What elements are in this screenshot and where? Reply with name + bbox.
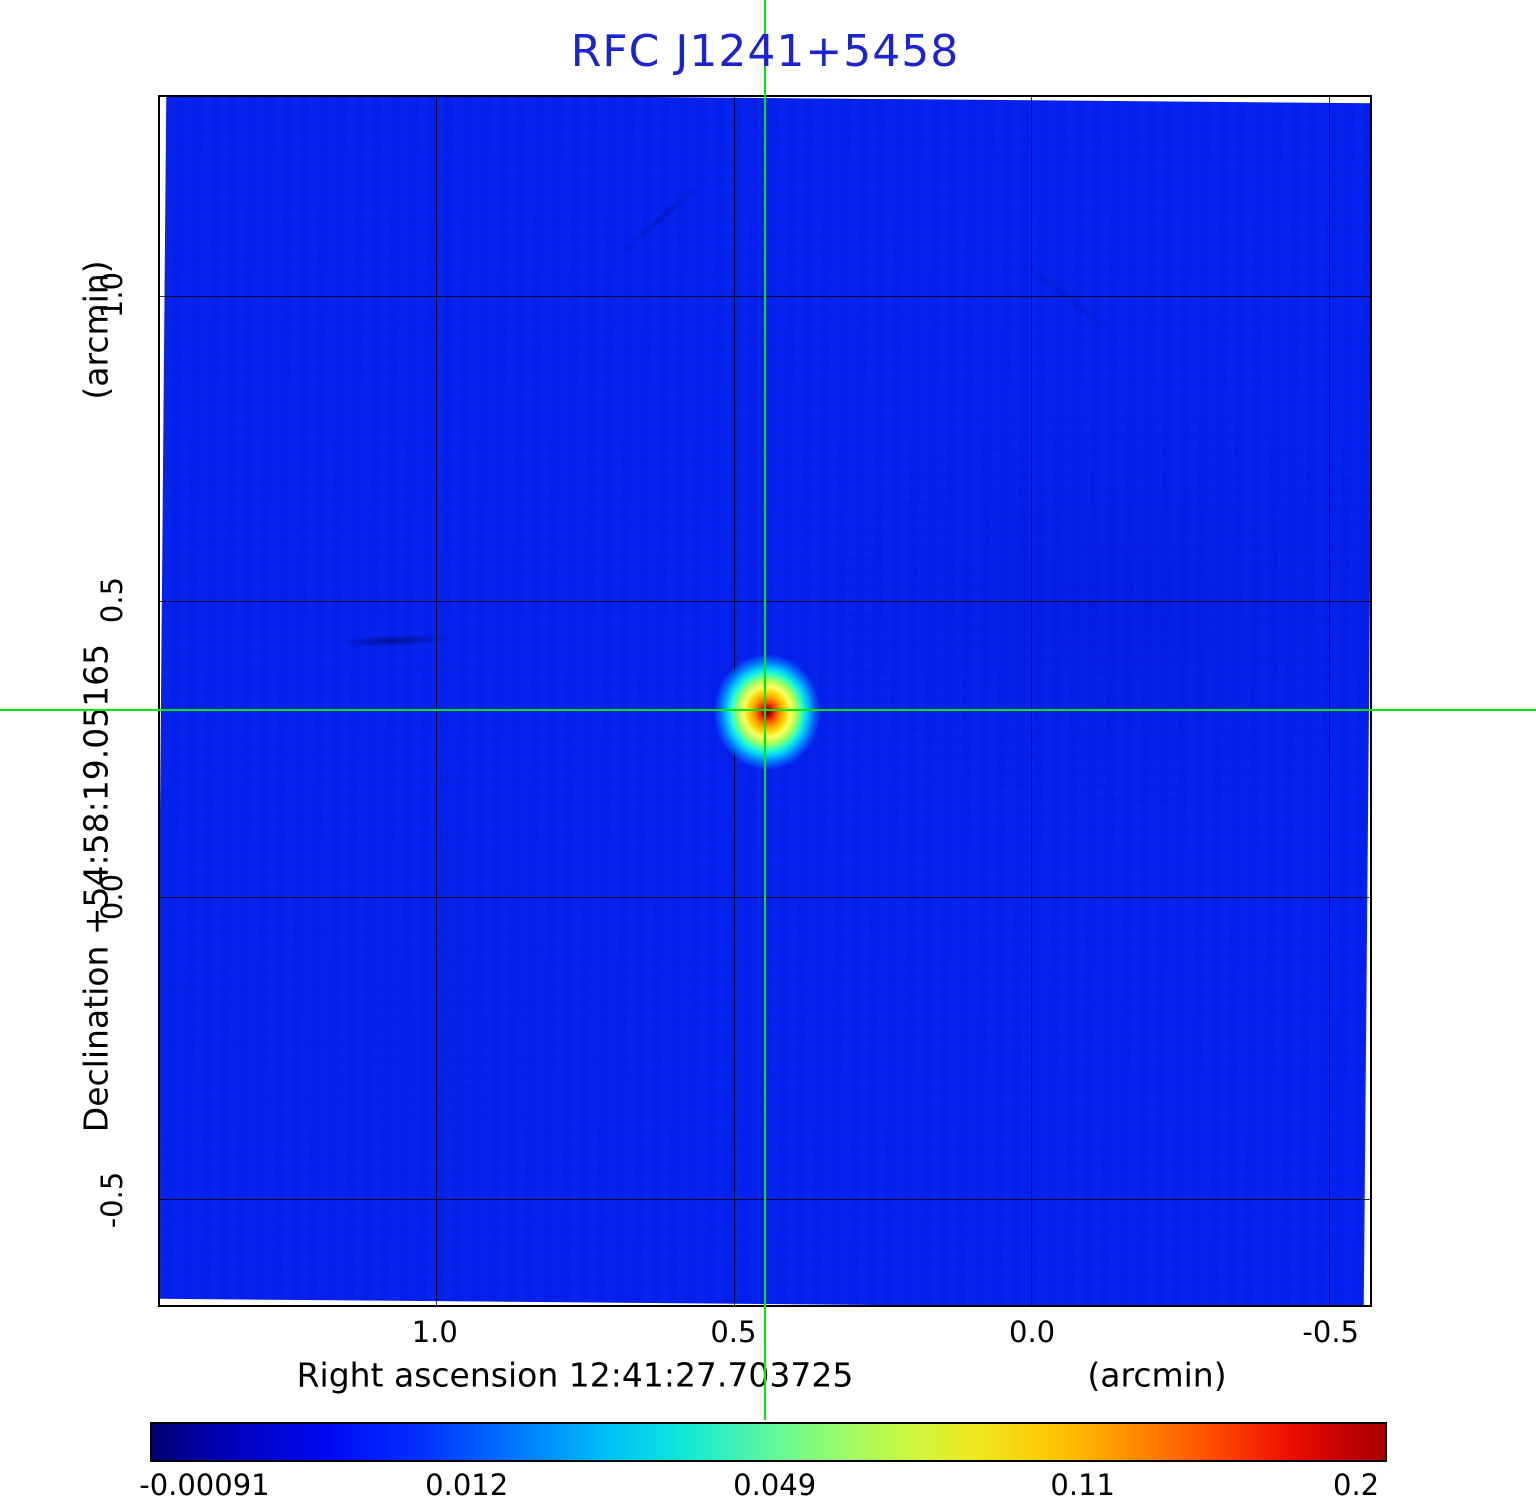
- y-tick-label: 1.0: [95, 271, 129, 319]
- x-tick-label: -0.5: [1302, 1315, 1360, 1349]
- gridline-vertical: [1031, 97, 1033, 1305]
- colorbar-tick-label: -0.00091: [139, 1468, 270, 1502]
- colorbar: [150, 1422, 1387, 1462]
- colorbar-tick-label: 0.11: [1050, 1468, 1115, 1502]
- y-tick-label: 0.0: [95, 874, 129, 921]
- gridline-vertical: [1328, 97, 1330, 1305]
- colorbar-labels: -0.00091 0.012 0.049 0.11 0.2: [139, 1468, 1387, 1508]
- x-axis-label: Right ascension 12:41:27.703725: [296, 1355, 854, 1395]
- noise-streak: [593, 156, 729, 279]
- x-tick-label: 0.5: [710, 1315, 757, 1349]
- x-axis-unit-label: (arcmin): [1087, 1355, 1227, 1395]
- gridline-vertical: [435, 97, 437, 1305]
- crosshair-horizontal-line: [0, 709, 1536, 711]
- colorbar-tick-label: 0.012: [425, 1468, 509, 1502]
- plot-title: RFC J1241+5458: [570, 26, 960, 77]
- radio-source: [711, 651, 823, 773]
- y-tick-label: -0.5: [95, 1172, 129, 1229]
- x-tick-label: 1.0: [411, 1315, 458, 1349]
- noise-streak: [318, 629, 469, 652]
- y-axis-ticks: 1.0 0.5 0.0 -0.5: [88, 95, 136, 1307]
- noise-streak: [981, 226, 1163, 375]
- colorbar-tick-label: 0.2: [1333, 1468, 1380, 1502]
- colorbar-tick-label: 0.049: [733, 1468, 817, 1502]
- y-tick-label: 0.5: [95, 577, 129, 624]
- x-tick-label: 0.0: [1009, 1315, 1056, 1349]
- x-axis-ticks: 1.0 0.5 0.0 -0.5: [158, 1315, 1372, 1355]
